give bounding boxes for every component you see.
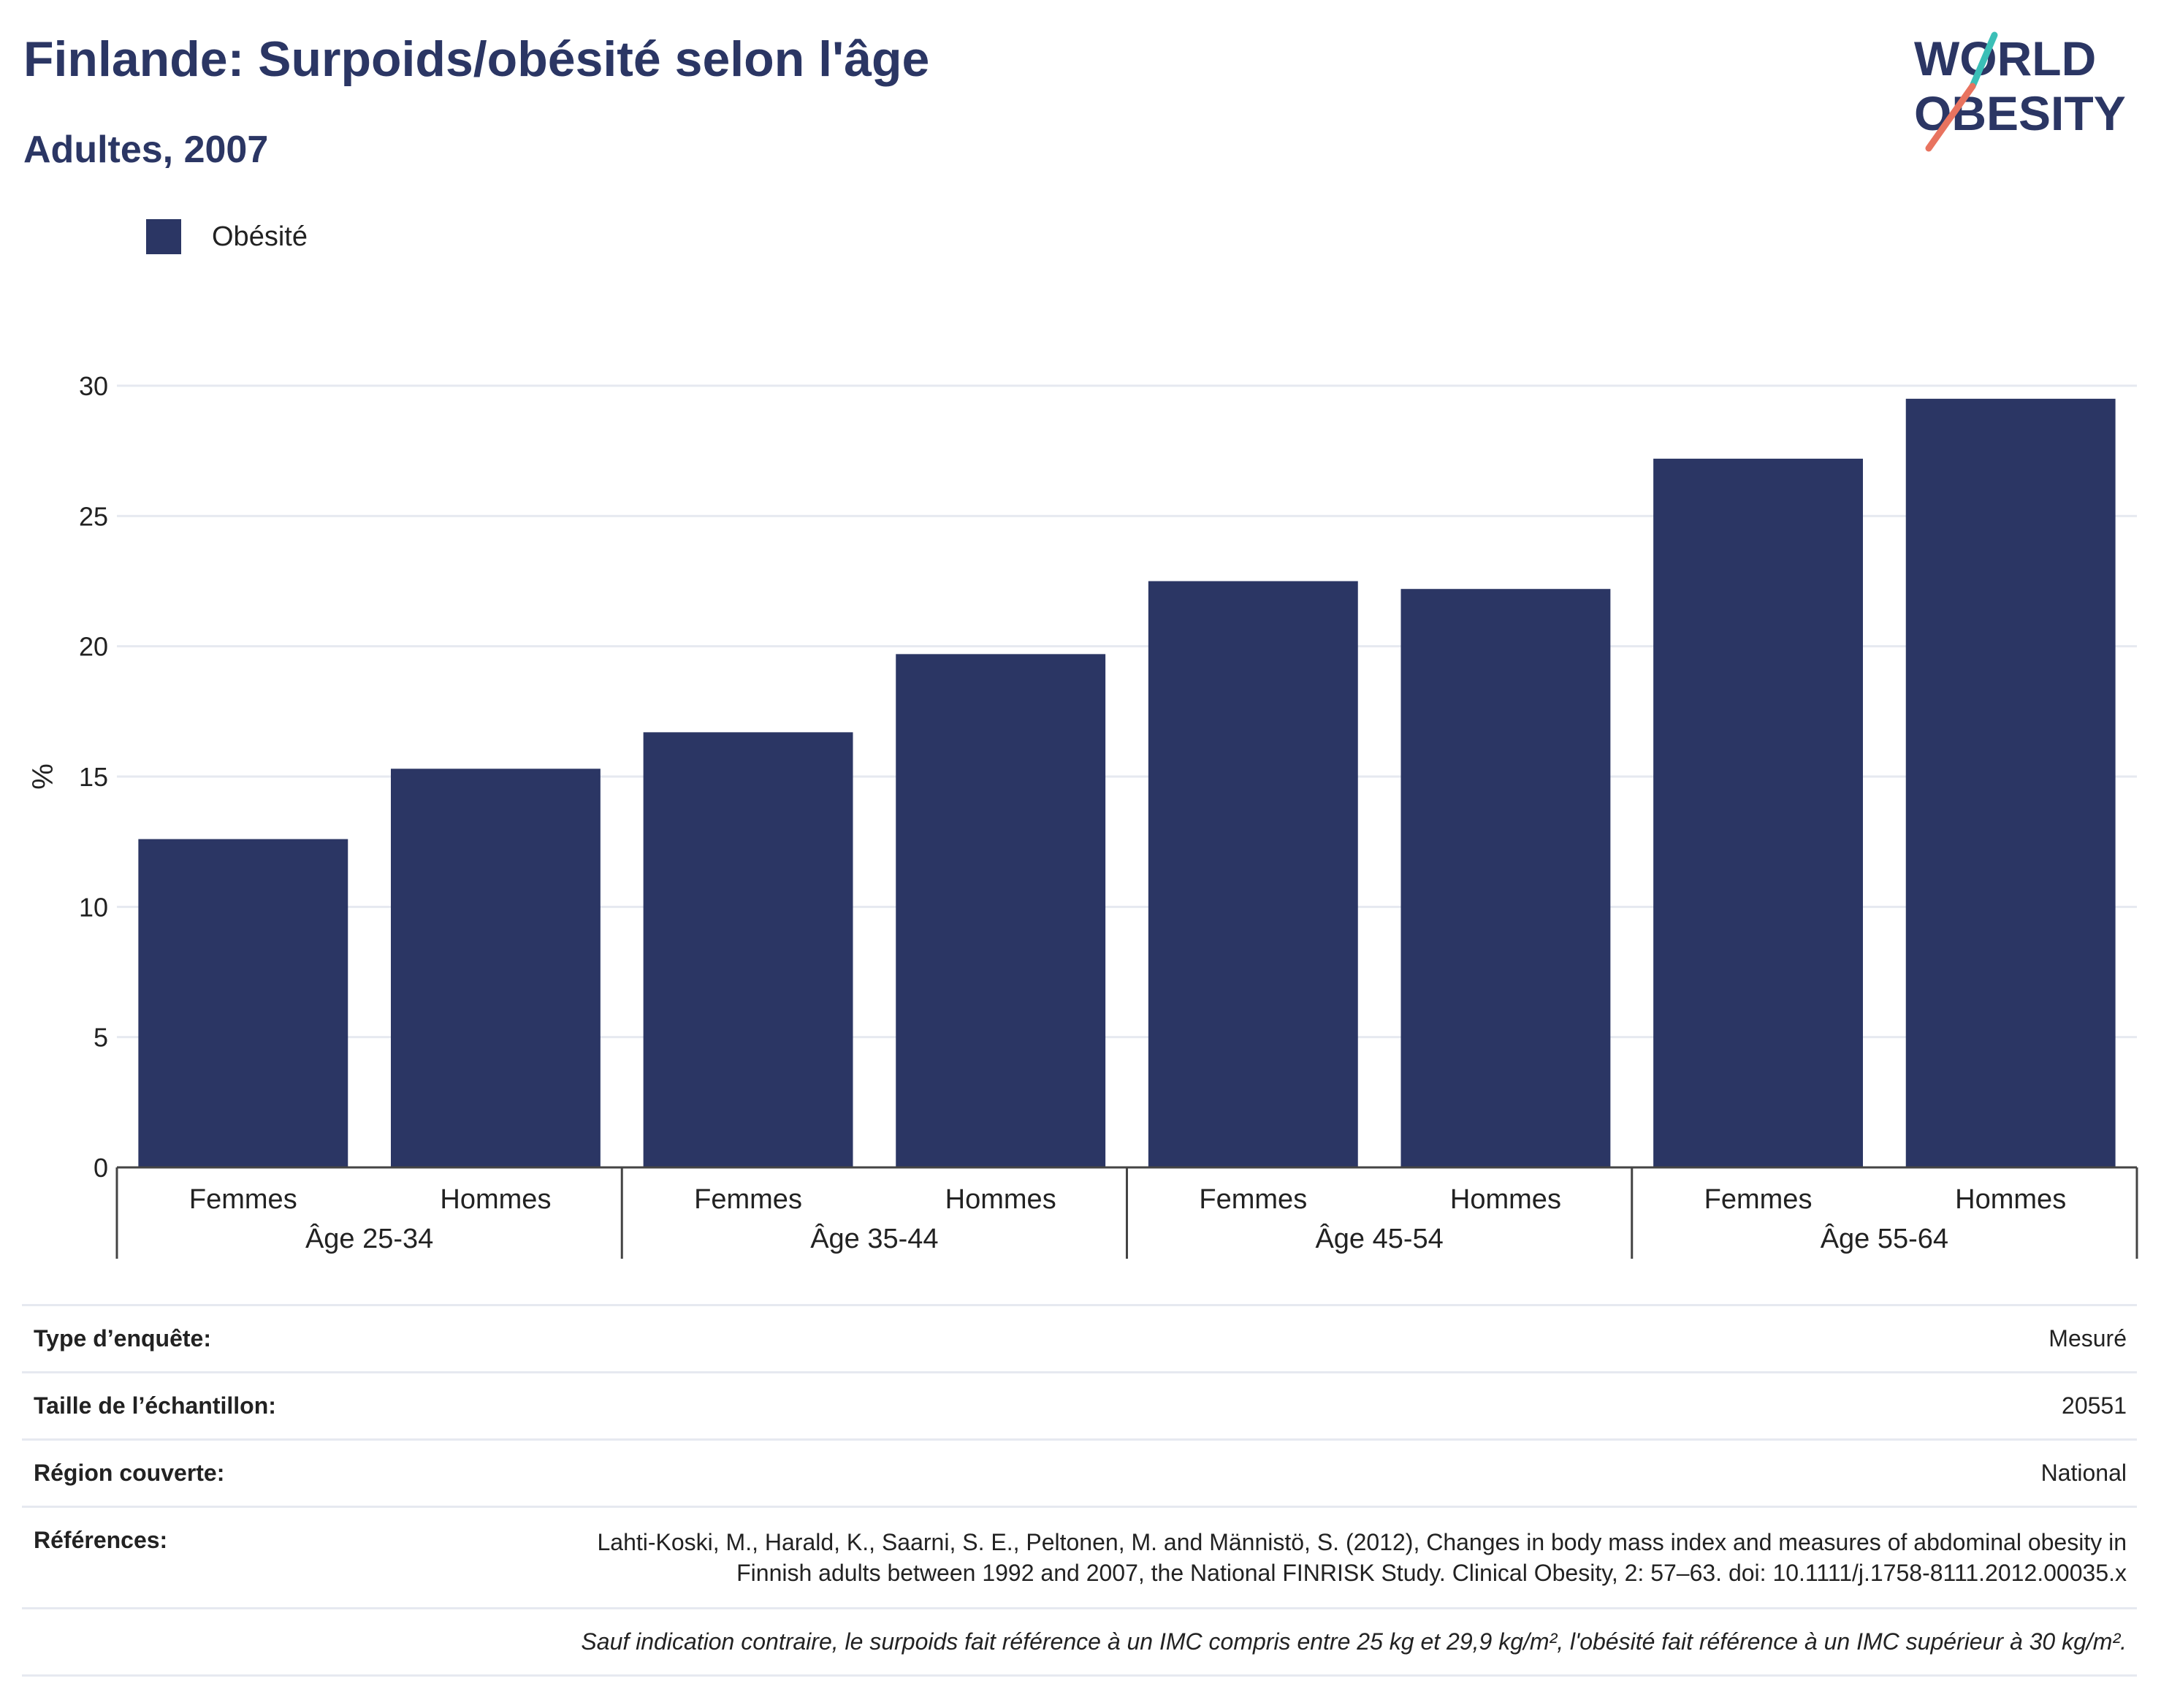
logo-text-world: WORLD (1914, 31, 2096, 85)
logo-text-obesity: OBESITY (1914, 86, 2126, 140)
x-category-label: Hommes (1955, 1184, 2066, 1215)
chart-legend[interactable]: Obésité (146, 219, 308, 254)
x-category-label: Hommes (440, 1184, 551, 1215)
x-category-label: Hommes (1450, 1184, 1561, 1215)
bar (1400, 589, 1611, 1167)
bar (1148, 581, 1358, 1167)
chart-subtitle: Adultes, 2007 (23, 129, 269, 171)
y-tick-label: 5 (94, 1023, 108, 1053)
y-axis-label: % (27, 763, 59, 790)
bar (138, 839, 348, 1167)
info-row-region: Région couverte: National (22, 1438, 2137, 1506)
bar (1653, 458, 1863, 1167)
info-value: National (2040, 1460, 2127, 1486)
bar (896, 654, 1106, 1167)
world-obesity-logo: WORLD OBESITY (1914, 31, 2126, 152)
bar (1905, 398, 2116, 1168)
info-value: Mesuré (2048, 1325, 2127, 1351)
info-key: Références: (34, 1527, 168, 1553)
y-tick-label: 10 (79, 892, 108, 922)
info-key: Région couverte: (34, 1460, 225, 1486)
y-tick-label: 15 (79, 762, 108, 792)
info-key: Type d’enquête: (34, 1325, 211, 1351)
logo-slash-coral (1925, 83, 1976, 152)
info-value: 20551 (2062, 1392, 2127, 1419)
y-tick-label: 20 (79, 632, 108, 662)
chart-title: Finlande: Surpoids/obésité selon l'âge (23, 31, 930, 87)
legend-swatch-obesite (146, 219, 181, 254)
legend-label-obesite: Obésité (212, 221, 308, 252)
info-row-survey-type: Type d’enquête: Mesuré (22, 1304, 2137, 1371)
y-tick-label: 0 (94, 1153, 108, 1183)
y-tick-label: 30 (79, 371, 108, 401)
x-category-label: Femmes (1704, 1184, 1813, 1215)
info-row-references: Références: Lahti-Koski, M., Harald, K.,… (22, 1506, 2137, 1607)
x-category-label: Femmes (1199, 1184, 1307, 1215)
x-group-label: Âge 45-54 (1315, 1223, 1443, 1254)
bar (643, 732, 853, 1167)
x-category-label: Femmes (694, 1184, 802, 1215)
definition-note: Sauf indication contraire, le surpoids f… (22, 1607, 2137, 1677)
x-group-label: Âge 55-64 (1821, 1223, 1948, 1254)
x-category-label: Hommes (945, 1184, 1056, 1215)
x-group-label: Âge 25-34 (305, 1223, 433, 1254)
y-tick-label: 25 (79, 501, 108, 531)
bar-chart: 0 5 10 15 20 25 30% Femmes Hommes Femmes Hommes Fem… (27, 371, 2138, 1259)
x-category-label: Femmes (189, 1184, 297, 1215)
info-key: Taille de l’échantillon: (34, 1392, 276, 1419)
x-group-label: Âge 35-44 (810, 1223, 938, 1254)
logo-slash-teal (1969, 31, 1998, 90)
survey-info-table: Type d’enquête: Mesuré Taille de l’échan… (22, 1304, 2137, 1677)
info-value-reference: Lahti-Koski, M., Harald, K., Saarni, S. … (597, 1529, 2127, 1586)
info-row-sample-size: Taille de l’échantillon: 20551 (22, 1371, 2137, 1438)
bar (391, 769, 601, 1167)
